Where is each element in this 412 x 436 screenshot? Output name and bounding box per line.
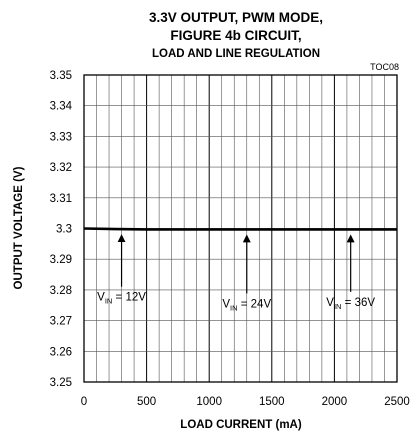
x-tick-label: 1500 [259, 396, 285, 408]
x-tick-label: 1000 [196, 396, 222, 408]
y-tick-label: 3.26 [50, 346, 72, 358]
chart-title-line-1: 3.3V OUTPUT, PWM MODE, [149, 10, 323, 25]
y-tick-labels: 3.35 3.34 3.33 3.32 3.31 3.3 3.29 3.28 3.27 3.26 3… [50, 70, 73, 389]
series-group [83, 227, 397, 231]
y-tick-label: 3.28 [50, 285, 72, 297]
annotation-label: VIN = 12V [97, 292, 146, 306]
x-axis-label: LOAD CURRENT (mA) [180, 419, 302, 431]
x-tick-label: 0 [81, 396, 87, 408]
annotation-label: VIN = 24V [222, 298, 271, 312]
x-tick-label: 2000 [322, 396, 348, 408]
y-tick-label: 3.32 [50, 162, 72, 174]
y-tick-label: 3.34 [50, 101, 73, 113]
x-tick-label: 2500 [384, 396, 410, 408]
y-axis-label: OUTPUT VOLTAGE (V) [13, 166, 25, 289]
x-tick-labels: 0 500 1000 1500 2000 2500 [81, 396, 410, 408]
series-line [83, 227, 397, 231]
y-tick-label: 3.27 [50, 316, 72, 328]
figure-code: TOC08 [370, 62, 399, 72]
y-tick-label: 3.3 [56, 224, 72, 236]
y-tick-label: 3.35 [50, 70, 72, 82]
chart-subtitle: LOAD AND LINE REGULATION [152, 48, 320, 60]
annotations: VIN = 12V VIN = 24V VIN = 36V [97, 234, 375, 312]
y-tick-label: 3.31 [50, 193, 72, 205]
y-tick-label: 3.29 [50, 254, 72, 266]
y-tick-label: 3.33 [50, 131, 72, 143]
y-tick-label: 3.25 [50, 377, 72, 389]
chart-title-line-2: FIGURE 4b CIRCUIT, [170, 28, 301, 43]
x-tick-label: 500 [137, 396, 156, 408]
annotation-label: VIN = 36V [326, 297, 375, 311]
